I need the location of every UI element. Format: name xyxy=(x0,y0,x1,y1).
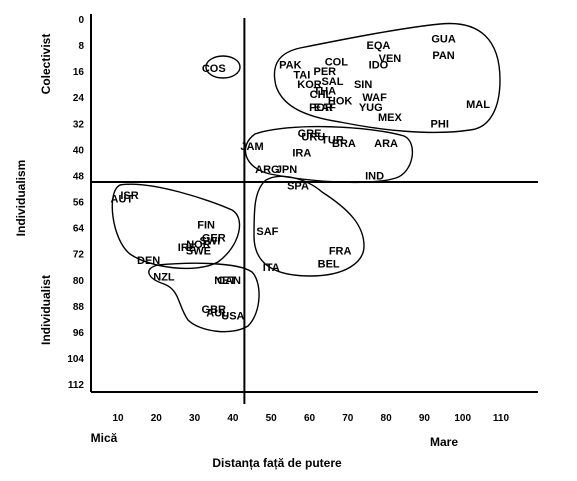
country-point-saf: SAF xyxy=(256,226,278,238)
country-point-pan: PAN xyxy=(432,50,454,62)
x-axis-low-label: Mică xyxy=(91,431,118,445)
x-tick-label: 10 xyxy=(112,413,124,424)
country-point-gre: GRE xyxy=(298,128,322,140)
y-tick-label: 96 xyxy=(73,328,85,339)
y-tick-label: 32 xyxy=(73,119,85,130)
x-tick-label: 40 xyxy=(227,413,239,424)
y-tick-label: 104 xyxy=(67,354,84,365)
country-point-ara: ARA xyxy=(374,138,398,150)
y-tick-label: 112 xyxy=(68,380,85,391)
country-point-col: COL xyxy=(325,56,349,68)
country-point-ita: ITA xyxy=(263,262,280,274)
country-point-ire: IRE xyxy=(178,242,196,254)
country-point-cos: COS xyxy=(202,63,226,75)
x-tick-label: 80 xyxy=(381,413,393,424)
y-axis-bottom-label: Individualist xyxy=(39,275,53,345)
x-tick-label: 50 xyxy=(266,413,278,424)
country-point-jpn: JPN xyxy=(276,164,297,176)
country-point-nor: NOR xyxy=(186,239,211,251)
x-tick-label: 20 xyxy=(151,413,163,424)
country-point-uru: URU xyxy=(301,131,325,143)
country-point-eqa: EQA xyxy=(367,40,391,52)
x-tick-label: 70 xyxy=(342,413,354,424)
x-tick-label: 110 xyxy=(493,413,510,424)
cluster-middle xyxy=(244,125,414,184)
country-point-ger: GER xyxy=(202,232,226,244)
y-tick-label: 16 xyxy=(73,67,85,78)
y-tick-label: 40 xyxy=(73,145,85,156)
country-point-den: DEN xyxy=(137,255,160,267)
x-tick-label: 100 xyxy=(454,413,471,424)
country-point-por: POR xyxy=(309,102,333,114)
country-point-aut: AUT xyxy=(111,193,134,205)
x-axis-title: Distanța față de putere xyxy=(212,456,342,470)
y-tick-label: 8 xyxy=(78,41,84,52)
x-tick-label: 60 xyxy=(304,413,316,424)
y-tick-label: 88 xyxy=(73,302,85,313)
cluster-anglo xyxy=(148,262,260,333)
country-point-swe: SWE xyxy=(186,245,211,257)
country-point-ido: IDO xyxy=(369,60,389,72)
y-tick-label: 48 xyxy=(73,171,85,182)
y-axis-top-label: Colectivist xyxy=(39,34,53,95)
country-point-tha: THA xyxy=(314,86,337,98)
country-point-per: PER xyxy=(314,66,337,78)
cluster-latin-asian xyxy=(273,22,501,134)
country-point-waf: WAF xyxy=(362,92,387,104)
country-point-gua: GUA xyxy=(431,34,456,46)
country-point-tai: TAI xyxy=(293,69,310,81)
country-point-swi: SWI xyxy=(200,236,221,248)
country-point-gbr: GBR xyxy=(202,304,227,316)
x-tick-label: 90 xyxy=(419,413,431,424)
country-point-mal: MAL xyxy=(466,99,490,111)
country-point-isr: ISR xyxy=(120,190,138,202)
cluster-cos xyxy=(205,55,241,79)
country-point-usa: USA xyxy=(221,311,244,323)
country-point-fra: FRA xyxy=(329,245,352,257)
country-point-sal: SAL xyxy=(321,76,343,88)
country-point-chl: CHL xyxy=(310,89,333,101)
country-point-fin: FIN xyxy=(197,219,215,231)
x-tick-label: 30 xyxy=(189,413,201,424)
country-point-hok: HOK xyxy=(328,96,353,108)
country-point-net: NET xyxy=(214,275,236,287)
country-point-nzl: NZL xyxy=(153,272,175,284)
country-point-ind: IND xyxy=(365,170,384,182)
country-point-jam: JAM xyxy=(240,141,263,153)
country-point-sin: SIN xyxy=(354,79,372,91)
country-point-spa: SPA xyxy=(287,180,309,192)
y-axis-title: Individualism xyxy=(14,160,28,237)
country-point-tur: TUR xyxy=(321,135,344,147)
country-point-can: CAN xyxy=(217,275,241,287)
y-tick-label: 72 xyxy=(73,250,85,261)
y-tick-label: 56 xyxy=(73,198,85,209)
country-point-ven: VEN xyxy=(379,53,402,65)
y-tick-label: 0 xyxy=(78,15,84,26)
country-point-aul: AUL xyxy=(206,307,229,319)
y-tick-label: 24 xyxy=(73,93,85,104)
cluster-latin-europe xyxy=(253,175,365,277)
cluster-germanic-nordic xyxy=(111,183,241,270)
country-point-ira: IRA xyxy=(292,148,311,160)
country-point-mex: MEX xyxy=(378,112,403,124)
country-point-bel: BEL xyxy=(318,259,340,271)
x-axis-high-label: Mare xyxy=(430,435,458,449)
y-tick-label: 80 xyxy=(73,276,85,287)
country-point-pak: PAK xyxy=(279,60,301,72)
country-point-eaf: EAF xyxy=(314,102,336,114)
country-point-bra: BRA xyxy=(332,138,356,150)
country-point-kor: KOR xyxy=(297,79,322,91)
country-point-arg: ARG xyxy=(255,164,279,176)
country-point-phi: PHI xyxy=(431,118,449,130)
country-point-yug: YUG xyxy=(359,102,383,114)
y-tick-label: 64 xyxy=(73,224,85,235)
